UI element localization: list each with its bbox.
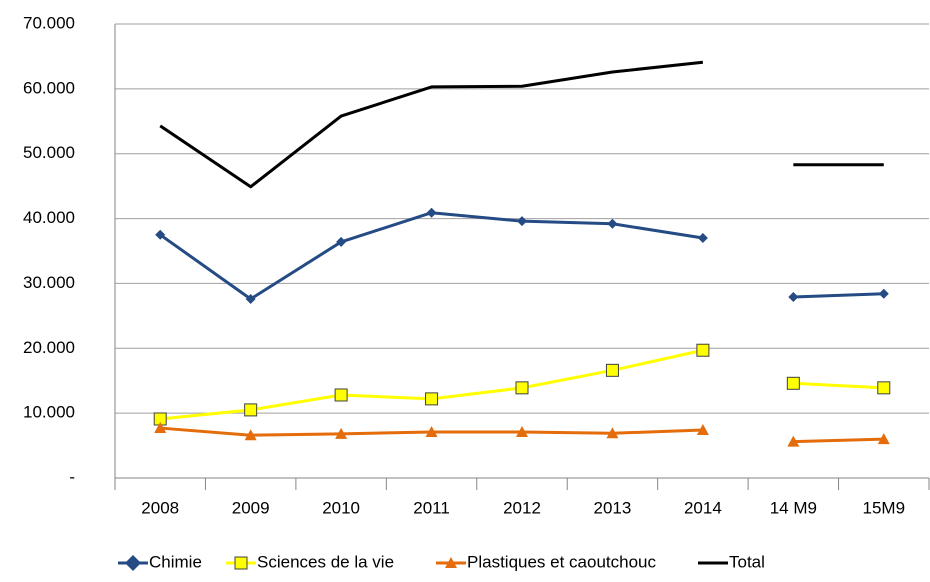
x-tick-label: 2008 [141,498,179,517]
x-tick-label: 14 M9 [770,498,817,517]
series-line [160,348,704,421]
x-tick-label: 2013 [594,498,632,517]
marker [787,435,800,447]
y-tick-label: 10.000 [23,403,75,422]
marker [154,422,167,434]
marker [125,555,141,571]
legend-label: Chimie [149,552,202,571]
y-tick-label: 20.000 [23,338,75,357]
x-tick-label: 2010 [322,498,360,517]
y-tick-label: 30.000 [23,273,75,292]
marker [696,343,710,357]
y-tick-label: 50.000 [23,143,75,162]
x-tick-label: 2009 [232,498,270,517]
marker [696,424,709,436]
legend-label: Sciences de la vie [257,552,394,571]
legend-label: Plastiques et caoutchouc [467,552,657,571]
marker [788,292,799,303]
marker [515,381,529,395]
series-line [793,292,884,299]
marker [425,425,438,437]
marker [244,403,258,417]
y-tick-label: 60.000 [23,78,75,97]
marker [877,381,891,395]
marker [516,425,528,437]
marker [234,556,248,570]
series-line [159,60,704,189]
series-line [793,437,884,444]
marker [605,363,619,377]
marker [517,216,527,227]
y-tick-label: 40.000 [23,208,75,227]
marker [425,392,439,406]
marker [786,376,800,390]
marker [877,433,890,445]
marker [445,557,457,568]
y-tick-label: 70.000 [23,13,75,32]
marker [245,293,256,304]
marker [334,388,348,402]
marker [155,229,166,240]
x-tick-label: 2011 [413,498,450,517]
y-tick-label: - [69,467,75,486]
x-tick-label: 2012 [503,498,541,517]
marker [606,427,619,439]
marker [878,288,889,299]
marker [244,429,257,441]
marker [426,207,437,218]
legend-label: Total [729,552,765,571]
series-line [793,381,884,390]
marker [697,233,708,244]
marker [607,218,618,229]
series-line [159,211,704,301]
marker [336,236,347,247]
x-tick-label: 2014 [684,498,722,517]
x-tick-label: 15M9 [863,498,906,517]
marker [335,427,348,439]
